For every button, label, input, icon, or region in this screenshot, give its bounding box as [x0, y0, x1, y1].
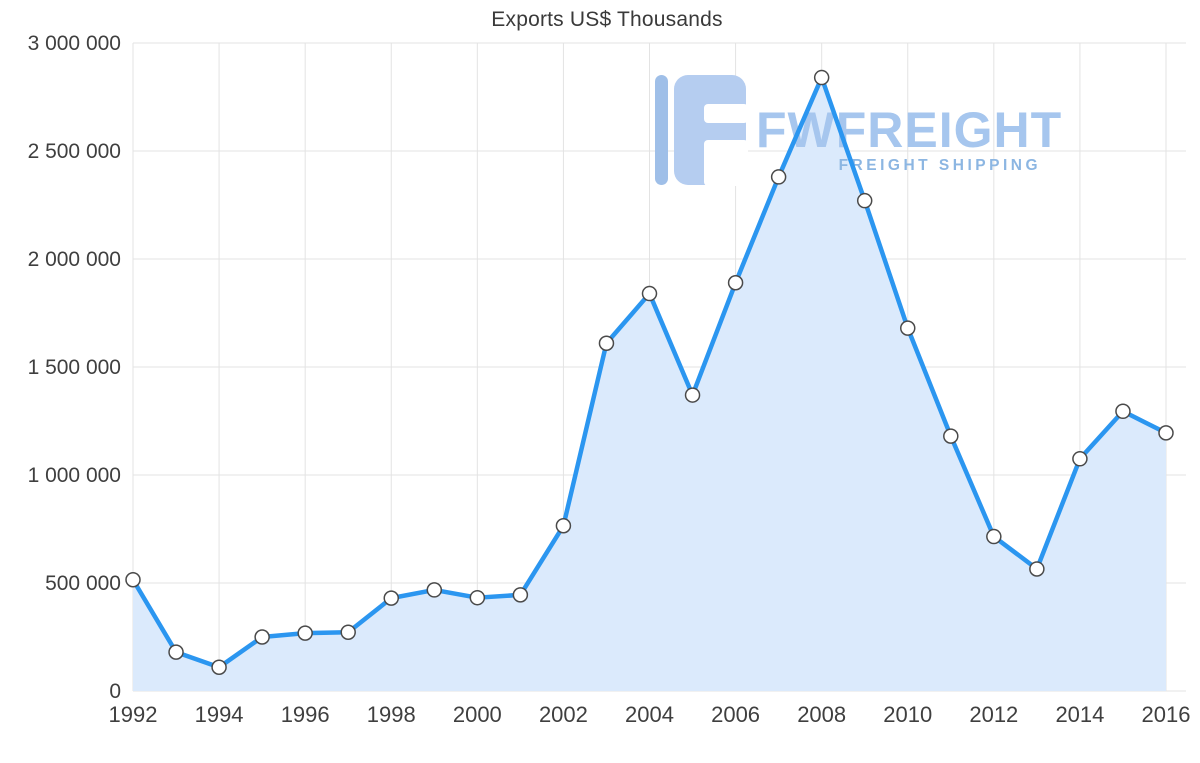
data-point-marker	[727, 275, 744, 291]
data-point-marker	[168, 644, 184, 660]
watermark-brand-text: FWFREIGHT	[756, 102, 1062, 158]
watermark-logo-cut	[704, 104, 748, 123]
y-axis-tick-label: 1 000 000	[28, 464, 121, 487]
x-axis-tick-label: 2016	[1142, 702, 1191, 727]
data-point-marker	[512, 587, 529, 603]
data-point-marker	[813, 69, 830, 86]
data-point-marker	[340, 624, 356, 640]
data-point-marker	[1029, 561, 1045, 577]
x-axis-tick-label: 2012	[969, 702, 1018, 727]
y-axis-tick-label: 0	[109, 680, 121, 703]
x-axis-tick-label: 1992	[109, 702, 158, 727]
data-point-marker	[856, 192, 873, 209]
x-axis-tick-label: 2002	[539, 702, 588, 727]
y-axis-tick-label: 2 000 000	[28, 248, 121, 271]
watermark-tagline-text: FREIGHT SHIPPING	[839, 157, 1041, 174]
data-point-marker	[1115, 403, 1131, 420]
data-point-marker	[684, 387, 701, 403]
y-axis-tick-label: 2 500 000	[28, 140, 121, 163]
data-point-marker	[555, 518, 572, 534]
y-axis-tick-label: 3 000 000	[28, 32, 121, 55]
x-axis-tick-label: 2008	[797, 702, 846, 727]
data-point-marker	[598, 335, 615, 351]
data-point-marker	[469, 589, 486, 606]
y-axis-tick-label: 500 000	[45, 572, 121, 595]
data-point-marker	[125, 572, 141, 588]
data-point-marker	[1072, 451, 1088, 467]
data-point-marker	[986, 528, 1002, 545]
data-point-marker	[426, 582, 443, 598]
watermark-logo-icon	[655, 75, 668, 185]
x-axis-tick-label: 2004	[625, 702, 674, 727]
chart-title: Exports US$ Thousands	[491, 8, 723, 31]
data-point-marker	[641, 285, 658, 302]
x-axis-tick-label: 2014	[1055, 702, 1104, 727]
data-point-marker	[900, 320, 916, 336]
x-axis-tick-label: 2006	[711, 702, 760, 727]
data-point-marker	[943, 428, 959, 444]
data-point-marker	[383, 590, 399, 606]
x-axis-tick-label: 1994	[195, 702, 244, 727]
watermark-logo-cut	[704, 140, 748, 186]
x-axis-tick-label: 1998	[367, 702, 416, 727]
data-point-marker	[297, 625, 313, 641]
y-axis-tick-label: 1 500 000	[28, 356, 121, 379]
series-area-fill	[133, 77, 1166, 691]
x-axis-tick-label: 1996	[281, 702, 330, 727]
data-point-marker	[211, 659, 227, 675]
data-point-marker	[1158, 425, 1174, 441]
data-point-marker	[770, 169, 787, 185]
x-axis-tick-label: 2000	[453, 702, 502, 727]
data-point-marker	[254, 629, 270, 645]
x-axis-tick-label: 2010	[883, 702, 932, 727]
